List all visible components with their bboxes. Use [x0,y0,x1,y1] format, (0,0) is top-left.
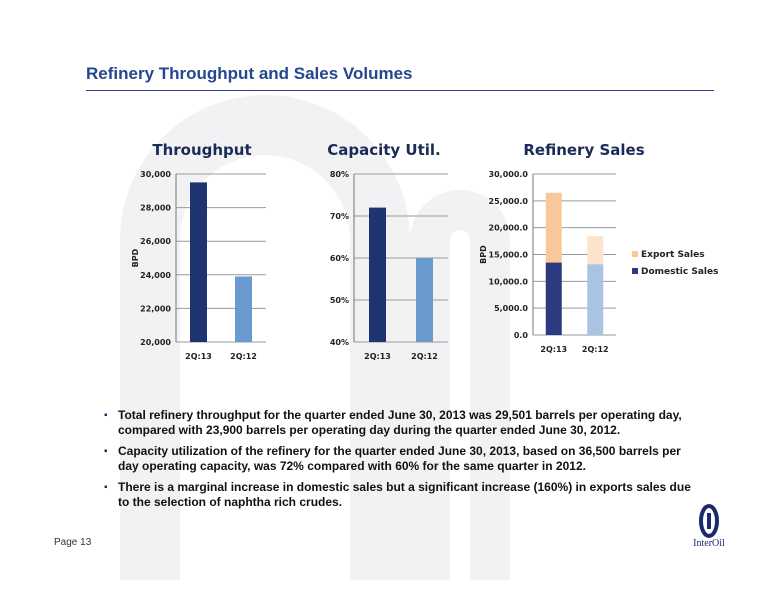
logo-wordmark: InterOil [693,538,725,549]
x-tick-label: 2Q:13 [364,352,391,361]
y-tick-label: 0.0 [514,331,529,340]
y-axis-label: BPD [479,245,488,264]
capacity-util-chart: 40% 50% 60% 70% 80% 2Q:13 2Q:12 [330,170,448,361]
refinery-sales-chart: 0.0 5,000.0 10,000.0 15,000.0 20,000.0 25,000… [479,170,718,354]
legend-label: Domestic Sales [641,267,718,277]
bullet-item: ▪ Total refinery throughput for the quart… [104,408,704,438]
title-underline [86,90,714,91]
bullet-marker: ▪ [104,482,108,493]
x-tick-label: 2Q:12 [230,352,257,361]
bullet-marker: ▪ [104,446,108,457]
legend-label: Export Sales [641,250,705,260]
y-tick-label: 30,000.0 [489,170,529,179]
bullet-text: Capacity utilization of the refinery for… [118,444,681,473]
bar [369,207,386,342]
bar-export-sales [545,192,562,263]
legend-swatch [632,251,638,257]
throughput-chart: 20,000 22,000 24,000 26,000 28,000 30,000 2Q:1… [131,170,266,361]
page-title: Refinery Throughput and Sales Volumes [86,64,413,83]
y-tick-label: 30,000 [140,170,171,179]
y-tick-label: 60% [330,254,349,263]
y-tick-label: 70% [330,212,349,221]
bar [190,182,207,342]
interoil-logo-icon [699,504,719,538]
bar [416,258,433,342]
y-tick-label: 24,000 [140,271,171,280]
y-tick-label: 28,000 [140,204,171,213]
bullet-item: ▪ There is a marginal increase in domesti… [104,480,704,510]
sales-chart-title: Refinery Sales [523,141,645,159]
bar-export-sales [587,236,604,265]
y-tick-label: 22,000 [140,304,171,313]
y-tick-label: 5,000.0 [494,304,528,313]
bullet-text: Total refinery throughput for the quarte… [118,408,682,437]
x-tick-label: 2Q:12 [411,352,438,361]
y-tick-label: 50% [330,296,349,305]
interoil-logo: InterOil [684,504,734,554]
bar-domestic-sales [545,262,562,335]
y-tick-label: 20,000.0 [489,224,529,233]
bar-domestic-sales [587,264,604,335]
x-tick-label: 2Q:12 [582,345,609,354]
bullet-marker: ▪ [104,410,108,421]
y-tick-label: 25,000.0 [489,197,529,206]
y-tick-label: 80% [330,170,349,179]
bar [235,276,252,342]
y-tick-label: 20,000 [140,338,171,347]
x-tick-label: 2Q:13 [185,352,212,361]
y-tick-label: 10,000.0 [489,277,529,286]
y-tick-label: 15,000.0 [489,251,529,260]
throughput-chart-title: Throughput [152,141,252,159]
bullet-item: ▪ Capacity utilization of the refinery fo… [104,444,704,474]
y-axis-label: BPD [131,248,140,267]
capacity-chart-title: Capacity Util. [327,141,441,159]
page-number: Page 13 [54,537,92,548]
bullet-text: There is a marginal increase in domestic… [118,480,691,509]
x-tick-label: 2Q:13 [540,345,567,354]
y-tick-label: 26,000 [140,237,171,246]
legend-swatch [632,268,638,274]
bullet-list: ▪ Total refinery throughput for the quart… [104,408,704,516]
y-tick-label: 40% [330,338,349,347]
